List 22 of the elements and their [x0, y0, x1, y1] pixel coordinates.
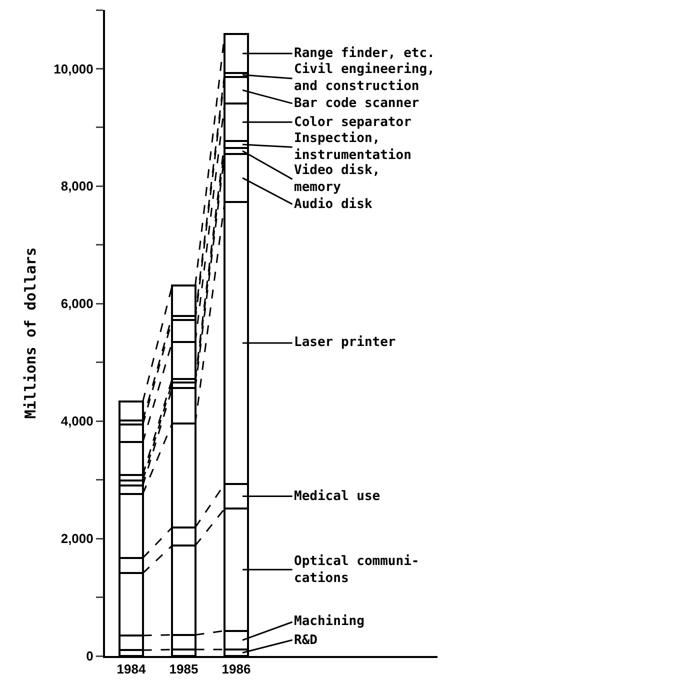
- y-tick-label: 0: [86, 648, 94, 664]
- legend-label: Civil engineering, and construction: [294, 62, 435, 94]
- legend-label: Optical communi- cations: [294, 554, 420, 586]
- y-tick-label: 4,000: [60, 414, 94, 429]
- legend-label: Inspection, instrumentation: [294, 131, 412, 163]
- legend-label: Bar code scanner: [294, 96, 420, 111]
- legend-label: R&D: [294, 633, 318, 648]
- x-tick-label: 1986: [222, 662, 251, 677]
- y-tick-label: 2,000: [60, 531, 94, 546]
- y-axis-title: Millions of dollars: [21, 247, 40, 419]
- y-tick-label: 6,000: [60, 296, 94, 312]
- x-tick-label: 1985: [169, 662, 198, 677]
- x-tick-label: 1984: [116, 662, 146, 677]
- legend-label: Range finder, etc.: [294, 46, 435, 61]
- legend-label: Color separator: [294, 115, 412, 130]
- legend-label: Video disk, memory: [294, 163, 380, 195]
- y-tick-label: 8,000: [60, 178, 94, 194]
- text: Audio disk: [294, 197, 372, 212]
- y-tick-label: 10,000: [54, 61, 94, 76]
- text: Machining: [294, 614, 364, 629]
- legend-label: Medical use: [294, 489, 380, 504]
- legend-label: Laser printer: [294, 335, 396, 350]
